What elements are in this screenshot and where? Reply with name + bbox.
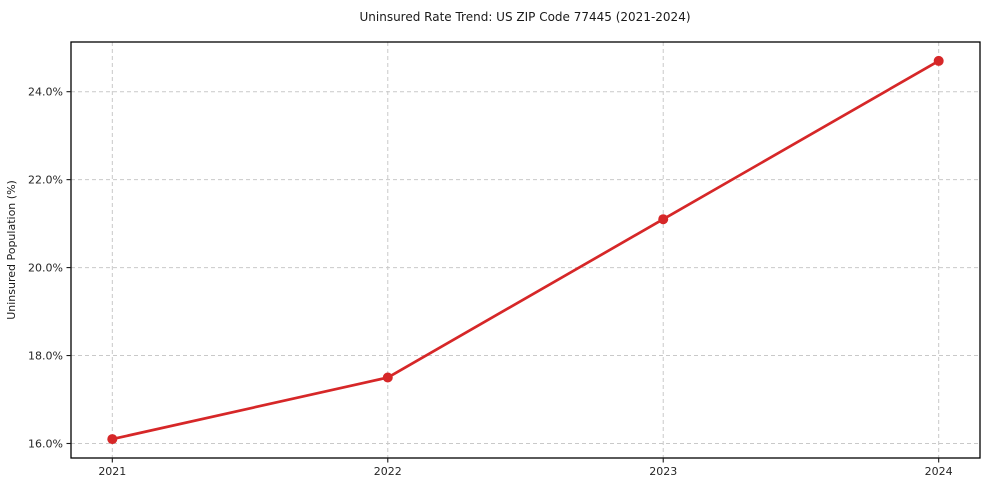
- x-tick-label: 2024: [925, 465, 953, 478]
- x-tick-label: 2022: [374, 465, 402, 478]
- y-axis-label: Uninsured Population (%): [5, 180, 18, 320]
- x-tick-label: 2023: [649, 465, 677, 478]
- grid-layer: [71, 42, 980, 458]
- tick-layer: [66, 91, 940, 463]
- x-tick-label: 2021: [98, 465, 126, 478]
- data-point-2021: [107, 434, 118, 445]
- y-tick-label: 22.0%: [28, 174, 63, 187]
- trend-line: [110, 59, 941, 441]
- y-tick-label: 18.0%: [28, 350, 63, 363]
- plot-area: [71, 42, 980, 458]
- axes-spines: [70, 41, 981, 459]
- y-tick-label: 16.0%: [28, 437, 63, 450]
- data-point-2024: [933, 55, 944, 66]
- tick-label-layer: 16.0% 18.0% 20.0% 22.0% 24.0% 2021 2022 2023 202…: [28, 86, 953, 478]
- data-layer: [107, 55, 944, 445]
- y-tick-label: 20.0%: [28, 262, 63, 275]
- y-tick-label: 24.0%: [28, 86, 63, 99]
- data-point-2022: [382, 372, 393, 383]
- chart-title: Uninsured Rate Trend: US ZIP Code 77445 …: [359, 10, 690, 24]
- data-point-2023: [658, 214, 669, 225]
